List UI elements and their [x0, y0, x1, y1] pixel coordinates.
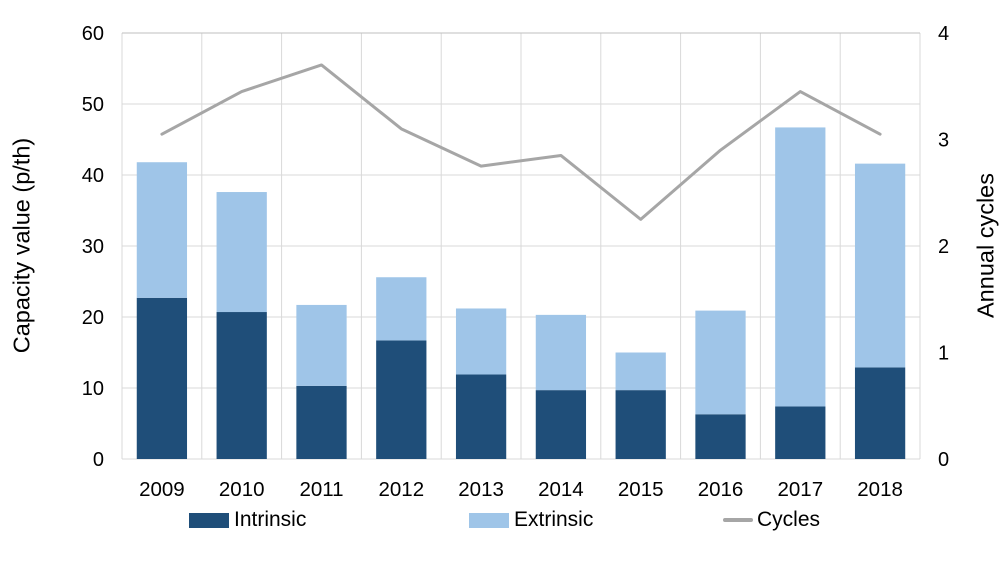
svg-text:2012: 2012	[378, 478, 424, 501]
svg-text:2016: 2016	[698, 478, 744, 501]
svg-text:2013: 2013	[458, 478, 504, 501]
svg-text:1: 1	[938, 343, 949, 365]
svg-text:60: 60	[82, 23, 104, 45]
svg-text:2009: 2009	[139, 478, 185, 501]
svg-text:20: 20	[82, 307, 104, 329]
svg-text:2011: 2011	[299, 478, 343, 501]
svg-text:0: 0	[93, 449, 104, 471]
svg-text:50: 50	[82, 94, 104, 116]
svg-text:40: 40	[82, 165, 104, 187]
svg-text:2: 2	[938, 236, 949, 258]
svg-text:10: 10	[82, 378, 104, 400]
svg-text:2014: 2014	[538, 478, 584, 501]
svg-text:2017: 2017	[777, 478, 823, 501]
svg-text:2010: 2010	[219, 478, 265, 501]
svg-text:2018: 2018	[857, 478, 903, 501]
svg-text:2015: 2015	[618, 478, 664, 501]
svg-text:30: 30	[82, 236, 104, 258]
svg-text:0: 0	[938, 449, 949, 471]
svg-text:3: 3	[938, 130, 949, 152]
svg-text:4: 4	[938, 23, 949, 45]
